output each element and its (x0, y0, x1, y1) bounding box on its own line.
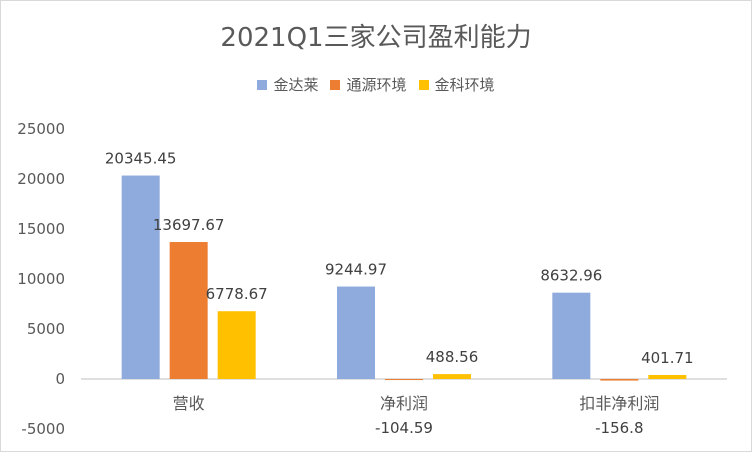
data-label: 401.71 (641, 349, 694, 367)
bar (600, 379, 639, 381)
legend-label-jindalai: 金达莱 (273, 76, 319, 94)
bar (169, 242, 208, 379)
bar (337, 286, 375, 379)
legend-item-jindalai: 金达莱 (257, 74, 318, 95)
legend-swatch-jindalai (257, 79, 268, 90)
x-category-label: 扣非净利润 (579, 394, 659, 413)
y-tick-label: 20000 (17, 170, 65, 188)
y-tick-label: -5000 (21, 420, 65, 438)
y-tick-label: 15000 (17, 220, 65, 238)
legend-item-jinke: 金科环境 (418, 74, 495, 95)
data-label: 8632.96 (540, 267, 602, 285)
data-label: -104.59 (375, 419, 433, 437)
data-label: 6778.67 (206, 285, 268, 303)
data-label: 20345.45 (105, 150, 177, 168)
bar (121, 175, 160, 379)
y-tick-label: 25000 (17, 120, 65, 138)
legend: 金达莱 通源环境 金科环境 (1, 74, 751, 95)
chart-title: 2021Q1三家公司盈利能力 (220, 23, 532, 53)
bar (552, 292, 591, 379)
bar (385, 379, 423, 381)
x-category-label: 营收 (173, 394, 205, 413)
data-label: 488.56 (426, 348, 479, 366)
y-tick-label: 10000 (17, 270, 65, 288)
data-label: 13697.67 (153, 216, 225, 234)
y-tick-label: 0 (55, 370, 65, 388)
legend-label-jinke: 金科环境 (434, 76, 495, 94)
bar (648, 374, 687, 379)
data-label: -156.8 (595, 419, 643, 437)
legend-swatch-tongyuan (330, 79, 341, 90)
data-label: 9244.97 (325, 261, 387, 279)
legend-swatch-jinke (418, 79, 429, 90)
y-tick-label: 5000 (27, 320, 65, 338)
bar (217, 311, 256, 379)
x-category-label: 净利润 (380, 394, 428, 413)
bar (433, 374, 471, 379)
legend-label-tongyuan: 通源环境 (346, 76, 407, 94)
legend-item-tongyuan: 通源环境 (330, 74, 407, 95)
